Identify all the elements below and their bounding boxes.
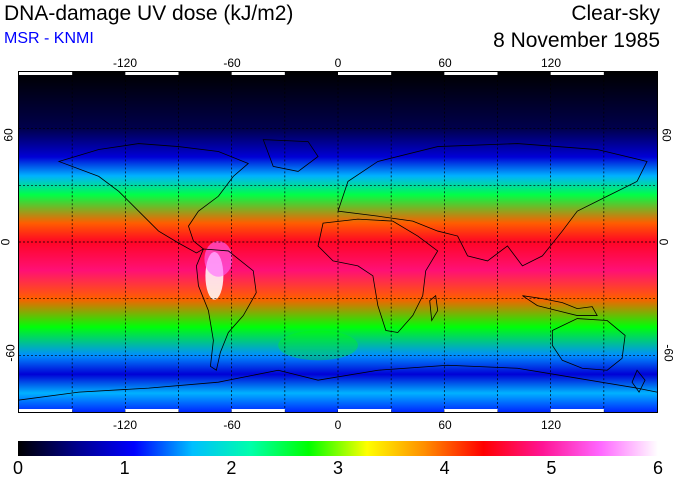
coastline-new-zealand bbox=[631, 369, 646, 393]
lat-tick-right: -60 bbox=[661, 344, 676, 362]
lat-tick-right: 0 bbox=[656, 238, 671, 246]
graticule bbox=[19, 72, 657, 412]
lon-tick-top: -60 bbox=[223, 56, 241, 70]
south-atlantic-patch bbox=[278, 330, 358, 361]
lat-tick-left: -60 bbox=[3, 344, 18, 362]
frame-tick-bar bbox=[125, 72, 179, 75]
frame-tick-bar bbox=[231, 72, 285, 75]
lon-tick-bottom: 60 bbox=[438, 418, 452, 432]
frame-tick-bar bbox=[444, 72, 498, 75]
lat-tick-right: 60 bbox=[659, 128, 674, 142]
lon-tick-top: 0 bbox=[334, 56, 342, 70]
coastline-australia bbox=[551, 318, 626, 371]
lon-tick-bottom: 0 bbox=[334, 418, 342, 432]
andes-high-dose-halo bbox=[204, 241, 233, 277]
frame-tick-bar bbox=[125, 409, 179, 412]
frame-tick-bar bbox=[19, 409, 73, 412]
coastline-north-america bbox=[57, 143, 250, 254]
coastlines bbox=[19, 139, 657, 401]
colorbar bbox=[18, 441, 658, 456]
chart-title: DNA-damage UV dose (kJ/m2) bbox=[4, 2, 294, 25]
frame-tick-bar bbox=[19, 72, 73, 75]
frame-ticks bbox=[19, 72, 604, 412]
frame-tick-bar bbox=[338, 409, 392, 412]
colorbar-tick-label: 1 bbox=[119, 458, 130, 478]
coastline-antarctica bbox=[19, 364, 657, 401]
coastline-madagascar bbox=[429, 294, 439, 322]
frame-tick-bar bbox=[231, 409, 285, 412]
sky-condition-label: Clear-sky bbox=[571, 2, 660, 25]
date-label: 8 November 1985 bbox=[493, 29, 660, 52]
lat-tick-left: 0 bbox=[0, 239, 12, 246]
coastline-south-america bbox=[196, 248, 257, 371]
frame-tick-bar bbox=[338, 72, 392, 75]
colorbar-tick-label: 3 bbox=[332, 458, 344, 478]
lon-tick-bottom: 120 bbox=[540, 418, 562, 432]
colorbar-tick-label: 5 bbox=[546, 458, 557, 478]
lon-tick-bottom: -60 bbox=[223, 418, 241, 432]
colorbar-tick-label: 4 bbox=[439, 458, 450, 478]
coastline-africa bbox=[317, 218, 439, 333]
colorbar-tick-label: 0 bbox=[12, 458, 24, 478]
lon-tick-top: 120 bbox=[540, 56, 562, 70]
coastline-southeast-asia bbox=[522, 295, 598, 316]
source-label: MSR - KNMI bbox=[4, 30, 94, 47]
colorbar-tick-label: 6 bbox=[652, 458, 664, 478]
uv-dose-map bbox=[18, 71, 658, 413]
lon-tick-top: -120 bbox=[112, 56, 138, 70]
frame-tick-bar bbox=[444, 409, 498, 412]
lat-tick-left: 60 bbox=[1, 128, 16, 142]
lon-tick-top: 60 bbox=[438, 56, 452, 70]
lon-tick-bottom: -120 bbox=[112, 418, 138, 432]
colorbar-ramp bbox=[18, 441, 658, 456]
coastline-greenland bbox=[262, 139, 319, 172]
colorbar-tick-label: 2 bbox=[226, 458, 237, 478]
frame-tick-bar bbox=[550, 72, 604, 75]
frame-tick-bar bbox=[550, 409, 604, 412]
